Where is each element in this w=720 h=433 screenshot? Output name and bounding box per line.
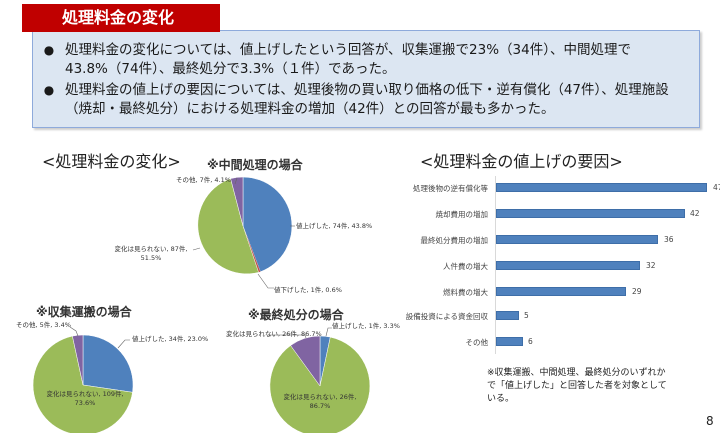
bar — [496, 209, 685, 218]
summary-bullet-text: 処理料金の値上げの要因については、処理後物の買い取り価格の低下・逆有償化（47件… — [65, 82, 669, 117]
left-section-heading: <処理料金の変化> — [42, 152, 181, 171]
slice-raised — [82, 334, 134, 393]
pie-label-raised: 値上げした, 1件, 3.3% — [332, 322, 400, 330]
pie-title-intermediate: ※中間処理の場合 — [207, 158, 303, 172]
bar-value: 42 — [690, 209, 700, 218]
pie-chart-final-disposal — [268, 327, 371, 433]
pie-slices — [32, 334, 134, 433]
pie-label-other: その他, 5件, 3.4% — [16, 321, 71, 329]
bar — [496, 235, 658, 244]
pie-label-raised: 値上げした, 74件, 43.8% — [296, 222, 373, 230]
summary-box: ● 処理料金の変化については、値上げしたという回答が、収集運搬で23%（34件）… — [32, 30, 700, 128]
bullet-icon: ● — [43, 83, 55, 97]
bar — [496, 183, 707, 192]
pie-chart-collection — [32, 326, 134, 433]
pie-title-collection: ※収集運搬の場合 — [36, 305, 132, 319]
slice-other — [230, 176, 244, 227]
slice-other — [290, 335, 321, 387]
bar-value: 36 — [664, 235, 674, 244]
slice-raised — [242, 176, 293, 273]
bar-value: 5 — [524, 311, 529, 320]
pie-label-unchanged: 変化は見られない, 109件, 73.6% — [46, 390, 124, 407]
bar-value: 32 — [646, 261, 656, 270]
pie-title-final-disposal: ※最終処分の場合 — [248, 308, 344, 322]
summary-bullet-text: 処理料金の変化については、値上げしたという回答が、収集運搬で23%（34件）、中… — [65, 42, 631, 77]
bar-label: 処理後物の逆有償化等 — [413, 184, 488, 193]
bar-axis-line — [495, 176, 496, 354]
bar — [496, 261, 640, 270]
bar-label: 最終処分費用の増加 — [420, 236, 489, 245]
summary-bullet: ● 処理料金の値上げの要因については、処理後物の買い取り価格の低下・逆有償化（4… — [33, 81, 689, 119]
bar-value: 29 — [632, 287, 642, 296]
bar — [496, 287, 626, 296]
pie-slices — [197, 176, 293, 275]
slice-unchanged — [197, 178, 259, 275]
bullet-icon: ● — [43, 43, 55, 57]
bar-label: 人件費の増大 — [443, 262, 488, 271]
footnote: ※収集運搬、中間処理、最終処分のいずれかで「値上げした」と回答した者を対象として… — [487, 368, 667, 404]
bar-label: 設備投資による資金回収 — [405, 312, 488, 321]
slice-lowered — [243, 226, 261, 273]
bar-label: 焼却費用の増加 — [435, 210, 489, 219]
pie-label-other: その他, 7件, 4.1% — [176, 176, 231, 184]
pie-label-other: 変化は見られない, 26件, 86.7% — [226, 330, 322, 338]
bar — [496, 311, 519, 320]
summary-bullet: ● 処理料金の変化については、値上げしたという回答が、収集運搬で23%（34件）… — [33, 41, 689, 79]
right-section-heading: <処理料金の値上げの要因> — [420, 152, 623, 171]
pie-label-unchanged: 変化は見られない, 26件, 86.7% — [283, 393, 357, 410]
bar — [496, 337, 523, 346]
bar-label: 燃料費の増大 — [443, 288, 488, 297]
bar-value: 47 — [713, 183, 720, 192]
pie-label-lowered: 値下げした, 1件, 0.6% — [274, 286, 342, 294]
bar-value: 6 — [528, 337, 533, 346]
pie-chart-intermediate — [192, 176, 295, 289]
page-number: 8 — [706, 414, 714, 428]
slice-unchanged — [269, 336, 371, 433]
bar-label: その他 — [465, 338, 489, 347]
pie-label-raised: 値上げした, 34件, 23.0% — [132, 335, 209, 343]
pie-label-unchanged: 変化は見られない, 87件, 51.5% — [114, 245, 188, 262]
section-title-banner: 処理料金の変化 — [22, 4, 220, 32]
pie-slices — [269, 335, 371, 433]
